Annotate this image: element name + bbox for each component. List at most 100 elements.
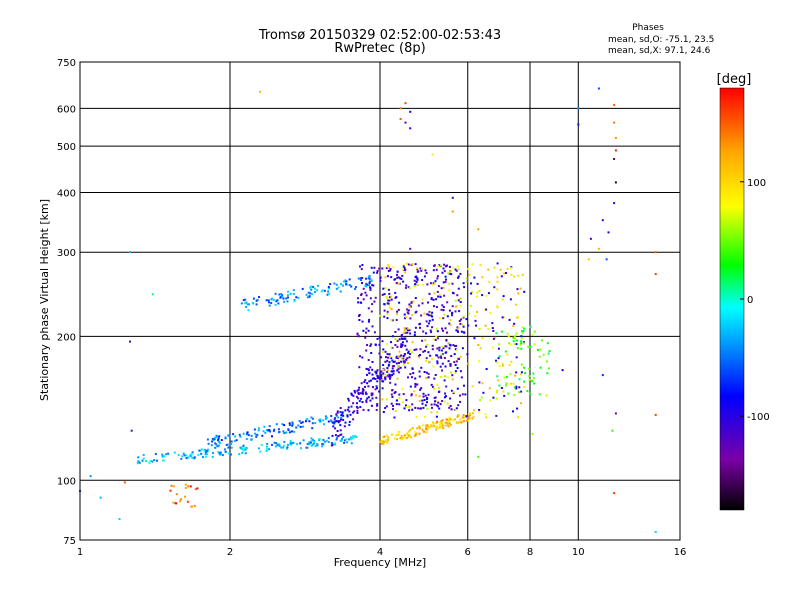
data-point — [407, 327, 410, 330]
data-point — [376, 338, 379, 340]
data-point — [460, 330, 463, 333]
data-point — [324, 417, 327, 420]
data-point — [448, 342, 451, 345]
data-point — [337, 416, 340, 419]
data-point — [577, 107, 580, 110]
data-point — [459, 418, 462, 421]
data-point — [482, 391, 485, 394]
data-point — [408, 406, 411, 409]
data-point — [215, 434, 218, 437]
data-point — [376, 377, 379, 379]
data-point — [197, 454, 200, 456]
data-point — [137, 460, 139, 463]
data-point — [355, 395, 358, 398]
data-point — [378, 378, 381, 380]
data-point — [389, 267, 392, 270]
data-point — [441, 369, 443, 372]
data-point — [283, 424, 286, 427]
data-point — [356, 409, 359, 412]
x-tick-label: 2 — [227, 547, 233, 558]
data-point — [426, 283, 429, 286]
data-point — [469, 304, 472, 307]
data-point — [265, 447, 268, 450]
data-point — [391, 359, 394, 362]
data-point — [390, 357, 393, 360]
data-point — [503, 272, 506, 275]
data-point — [426, 398, 429, 401]
data-point — [521, 326, 524, 329]
data-point — [428, 292, 431, 295]
data-point — [501, 316, 504, 319]
data-point — [330, 419, 333, 422]
data-point — [270, 302, 273, 304]
data-point — [370, 352, 373, 354]
data-point — [436, 405, 439, 408]
data-point — [404, 271, 407, 274]
data-point — [454, 370, 457, 373]
data-point — [423, 399, 426, 401]
data-point — [538, 355, 541, 358]
data-point — [366, 344, 369, 346]
data-point — [448, 421, 451, 424]
data-point — [424, 404, 427, 407]
data-point — [437, 356, 440, 359]
data-point — [327, 441, 330, 443]
data-point — [348, 410, 351, 413]
data-point — [497, 357, 500, 360]
data-point — [467, 417, 470, 420]
data-point — [265, 445, 268, 448]
data-point — [487, 292, 490, 295]
data-point — [403, 434, 406, 437]
data-point — [450, 371, 453, 374]
data-point — [336, 410, 339, 413]
data-point — [407, 350, 410, 353]
data-point — [397, 355, 400, 358]
chart-title: Tromsø 20150329 02:52:00-02:53:43 — [258, 28, 501, 43]
data-point — [289, 440, 292, 442]
data-point — [489, 311, 492, 314]
data-point — [255, 435, 258, 438]
data-point — [431, 311, 434, 314]
data-point — [457, 357, 460, 360]
y-axis-label: Stationary phase Virtual Height [km] — [38, 199, 51, 401]
data-point — [375, 409, 378, 411]
data-point — [467, 267, 470, 270]
data-point — [202, 456, 204, 459]
data-point — [267, 429, 270, 432]
data-point — [515, 371, 518, 374]
data-point — [432, 365, 435, 368]
data-point — [438, 407, 441, 410]
data-point — [456, 415, 459, 418]
data-point — [376, 380, 379, 383]
data-point — [427, 314, 430, 317]
y-axis-ticks: 75 100 200 300 400 500 600 750 — [57, 58, 76, 547]
data-point — [359, 265, 361, 268]
data-point — [452, 390, 455, 393]
data-point — [348, 284, 351, 286]
data-point — [356, 297, 359, 300]
data-point — [422, 284, 425, 286]
data-point — [463, 384, 465, 387]
data-point — [344, 280, 347, 283]
data-point — [416, 278, 419, 281]
data-point — [360, 294, 363, 296]
data-point — [187, 485, 190, 488]
data-point — [148, 461, 151, 464]
data-point — [301, 287, 304, 290]
data-point — [396, 399, 398, 402]
data-point — [390, 295, 393, 298]
data-point — [430, 282, 432, 285]
data-point — [397, 282, 400, 285]
data-point — [268, 301, 270, 304]
data-point — [385, 439, 388, 442]
data-point — [538, 393, 541, 396]
data-point — [481, 337, 484, 340]
data-point — [414, 326, 417, 329]
data-point — [286, 294, 289, 297]
data-point — [614, 137, 617, 139]
data-point — [173, 451, 176, 454]
data-point — [468, 312, 471, 315]
data-point — [426, 424, 428, 427]
data-point — [242, 432, 245, 435]
data-point — [414, 263, 417, 266]
